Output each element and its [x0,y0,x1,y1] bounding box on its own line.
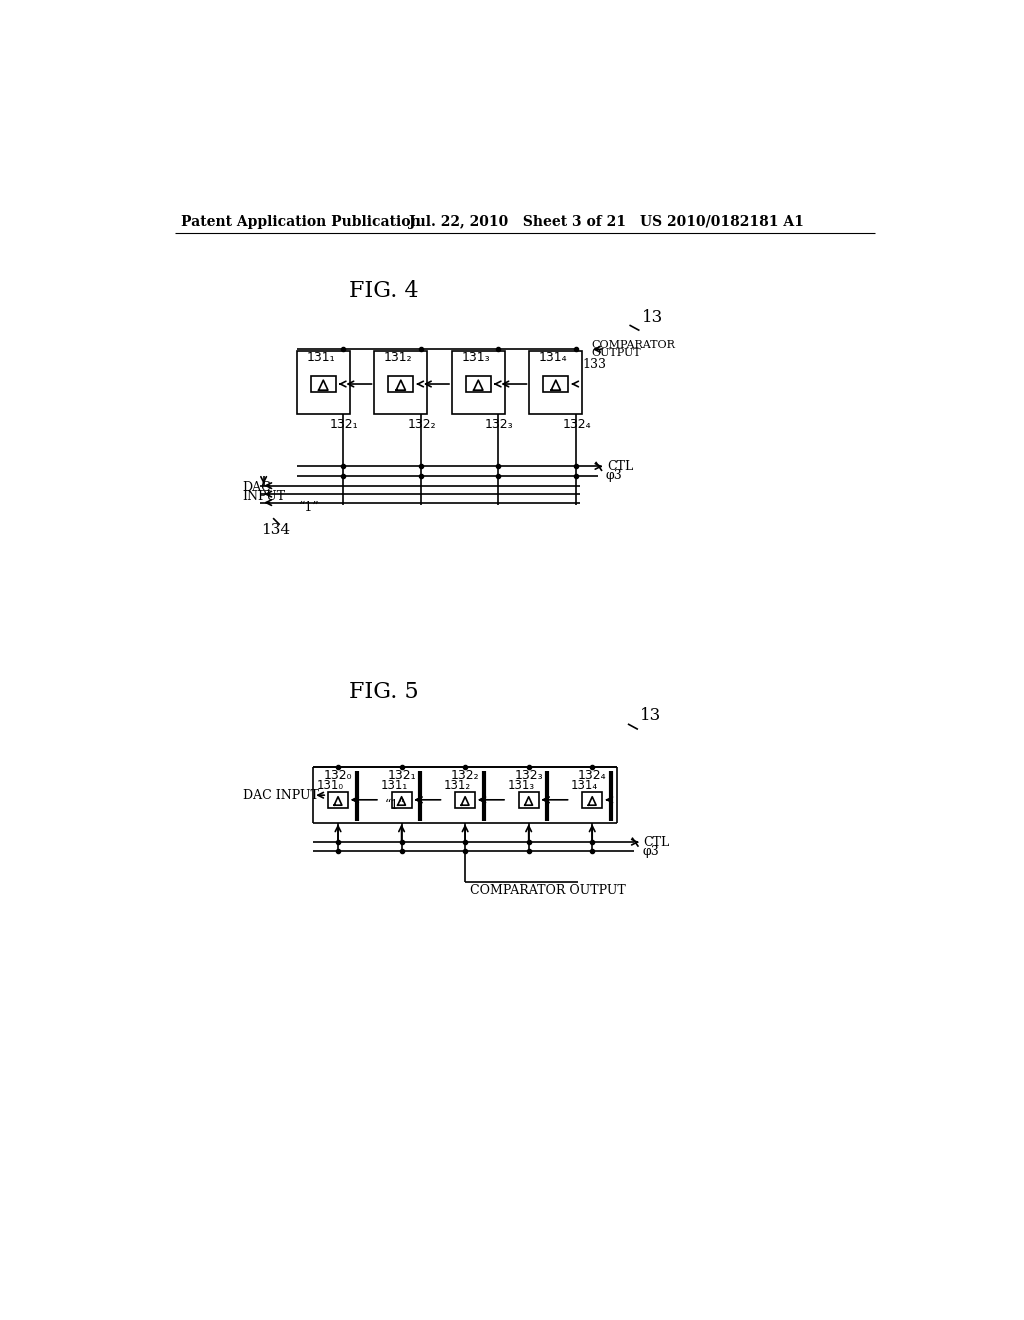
Text: 132₁: 132₁ [387,768,416,781]
Text: 132₄: 132₄ [578,768,606,781]
Text: DAC INPUT: DAC INPUT [243,788,318,801]
Text: 131₄: 131₄ [571,779,598,792]
Text: φ3: φ3 [605,469,623,482]
Text: COMPARATOR: COMPARATOR [592,339,675,350]
Text: φ3: φ3 [643,845,659,858]
Text: 132₃: 132₃ [514,768,543,781]
Text: FIG. 4: FIG. 4 [349,280,419,302]
Bar [391,792,412,808]
Bar [297,351,349,414]
Text: 132₀: 132₀ [324,768,352,781]
Text: 132₂: 132₂ [408,418,436,432]
Text: 132₃: 132₃ [485,418,514,432]
Text: Jul. 22, 2010   Sheet 3 of 21: Jul. 22, 2010 Sheet 3 of 21 [409,215,626,228]
Bar [388,375,414,392]
Text: 131₄: 131₄ [540,351,567,364]
Bar [583,792,602,808]
Text: OUTPUT: OUTPUT [592,348,641,358]
Text: 131₃: 131₃ [462,351,490,364]
Text: 132₁: 132₁ [330,418,358,432]
Text: Patent Application Publication: Patent Application Publication [180,215,420,228]
Bar [328,792,348,808]
Text: CTL: CTL [607,459,633,473]
Text: 131₂: 131₂ [443,779,471,792]
Text: 131₁: 131₁ [306,351,335,364]
Bar [529,351,583,414]
Text: “1”: “1” [385,799,406,812]
Bar [518,792,539,808]
Text: “1”: “1” [299,502,319,515]
Text: FIG. 5: FIG. 5 [349,681,419,704]
Text: US 2010/0182181 A1: US 2010/0182181 A1 [640,215,804,228]
Text: 131₂: 131₂ [384,351,413,364]
Text: 132₄: 132₄ [562,418,591,432]
Bar [455,792,475,808]
Text: COMPARATOR OUTPUT: COMPARATOR OUTPUT [470,884,626,898]
Text: DAC: DAC [243,482,271,495]
Bar [311,375,336,392]
Text: 13: 13 [640,708,662,725]
Text: INPUT: INPUT [243,490,286,503]
Bar [466,375,490,392]
Bar [544,375,568,392]
Text: 13: 13 [642,309,664,326]
Bar [375,351,427,414]
Text: 133: 133 [583,358,606,371]
Text: 131₃: 131₃ [507,779,535,792]
Text: CTL: CTL [643,836,670,849]
Text: 132₂: 132₂ [451,768,479,781]
Bar [452,351,505,414]
Text: 131₀: 131₀ [316,779,344,792]
Text: 134: 134 [261,523,290,537]
Text: 131₁: 131₁ [380,779,408,792]
